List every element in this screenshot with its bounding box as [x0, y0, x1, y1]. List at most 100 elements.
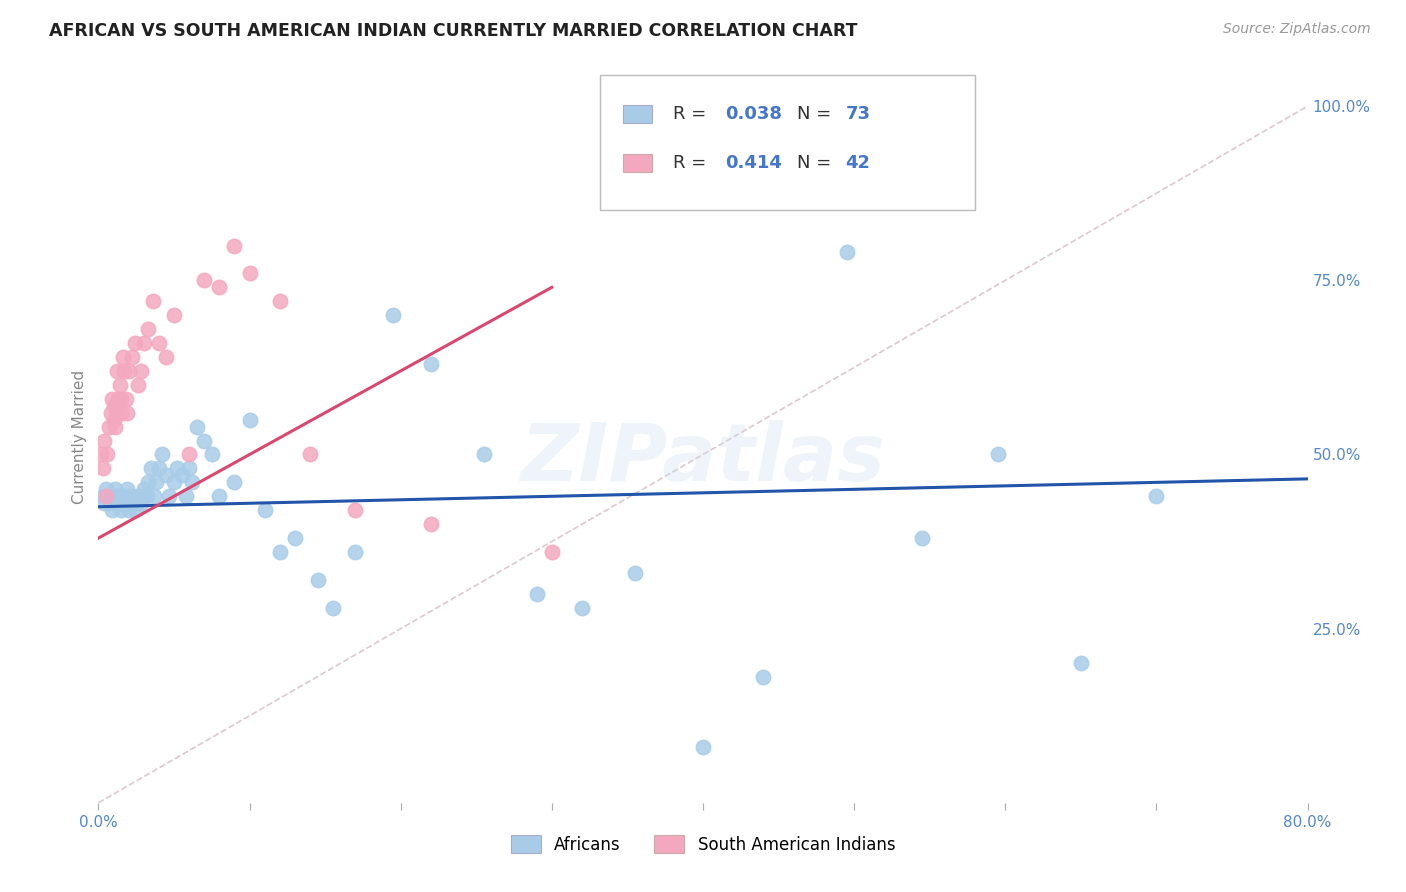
Point: [269, 545, 291, 559]
Text: 42: 42: [845, 153, 870, 172]
Point: [108, 377, 131, 392]
Text: AFRICAN VS SOUTH AMERICAN INDIAN CURRENTLY MARRIED CORRELATION CHART: AFRICAN VS SOUTH AMERICAN INDIAN CURRENT…: [49, 22, 858, 40]
Point: [166, 461, 188, 475]
Point: [307, 573, 329, 587]
FancyBboxPatch shape: [623, 105, 652, 122]
Point: [125, 503, 148, 517]
Point: [526, 587, 548, 601]
Text: R =: R =: [672, 104, 711, 123]
Point: [110, 392, 132, 406]
Point: [193, 273, 215, 287]
Point: [114, 496, 136, 510]
Y-axis label: Currently Married: Currently Married: [72, 370, 87, 504]
Point: [692, 740, 714, 755]
Point: [145, 475, 167, 490]
Point: [224, 475, 246, 490]
Point: [540, 545, 562, 559]
FancyBboxPatch shape: [623, 154, 652, 171]
Point: [239, 412, 262, 426]
Point: [155, 350, 177, 364]
Point: [201, 448, 224, 462]
Point: [135, 489, 157, 503]
Point: [299, 448, 322, 462]
Point: [124, 496, 146, 510]
Point: [112, 489, 135, 503]
Point: [344, 545, 367, 559]
Point: [624, 566, 647, 580]
Point: [91, 461, 114, 475]
Point: [148, 461, 170, 475]
Point: [96, 489, 118, 503]
Legend: Africans, South American Indians: Africans, South American Indians: [505, 829, 901, 860]
Text: 73: 73: [845, 104, 870, 123]
Point: [98, 496, 121, 510]
Point: [420, 517, 443, 532]
Text: Source: ZipAtlas.com: Source: ZipAtlas.com: [1223, 22, 1371, 37]
Point: [110, 489, 132, 503]
Point: [121, 350, 143, 364]
Point: [987, 448, 1010, 462]
Point: [93, 496, 115, 510]
Point: [752, 670, 775, 684]
Point: [96, 448, 118, 462]
Point: [114, 489, 136, 503]
Point: [128, 489, 150, 503]
Point: [111, 350, 134, 364]
Point: [344, 503, 367, 517]
Point: [136, 322, 159, 336]
Point: [105, 406, 128, 420]
Point: [163, 475, 186, 490]
Text: ZIPatlas: ZIPatlas: [520, 420, 886, 498]
Point: [108, 496, 131, 510]
Point: [1144, 489, 1167, 503]
Point: [105, 364, 128, 378]
Point: [103, 412, 125, 426]
Point: [181, 475, 204, 490]
Point: [420, 357, 443, 371]
Point: [253, 503, 276, 517]
Text: N =: N =: [797, 104, 838, 123]
Point: [163, 308, 186, 322]
Point: [110, 503, 132, 517]
Point: [143, 489, 166, 503]
Point: [104, 483, 127, 497]
Point: [179, 448, 201, 462]
Point: [159, 489, 181, 503]
Point: [224, 238, 246, 252]
Point: [150, 448, 173, 462]
Point: [174, 489, 197, 503]
Point: [322, 600, 344, 615]
Point: [132, 489, 155, 503]
Point: [382, 308, 405, 322]
FancyBboxPatch shape: [600, 75, 976, 211]
Point: [107, 392, 129, 406]
Text: R =: R =: [672, 153, 711, 172]
Point: [269, 294, 291, 309]
Point: [141, 461, 163, 475]
Point: [170, 468, 193, 483]
Point: [115, 483, 138, 497]
Point: [103, 489, 125, 503]
Point: [127, 489, 149, 503]
Point: [911, 531, 934, 545]
Point: [120, 489, 142, 503]
Point: [100, 489, 122, 503]
Point: [90, 448, 112, 462]
Point: [472, 448, 495, 462]
Text: 0.414: 0.414: [724, 153, 782, 172]
Point: [103, 399, 125, 413]
Point: [148, 336, 170, 351]
Point: [93, 434, 115, 448]
Point: [142, 294, 165, 309]
Point: [1070, 657, 1092, 671]
Point: [155, 468, 177, 483]
Point: [136, 475, 159, 490]
Point: [835, 245, 858, 260]
Point: [98, 419, 121, 434]
Point: [105, 489, 128, 503]
Point: [129, 496, 152, 510]
Point: [118, 364, 141, 378]
Point: [179, 461, 201, 475]
Point: [132, 483, 155, 497]
Point: [114, 392, 136, 406]
